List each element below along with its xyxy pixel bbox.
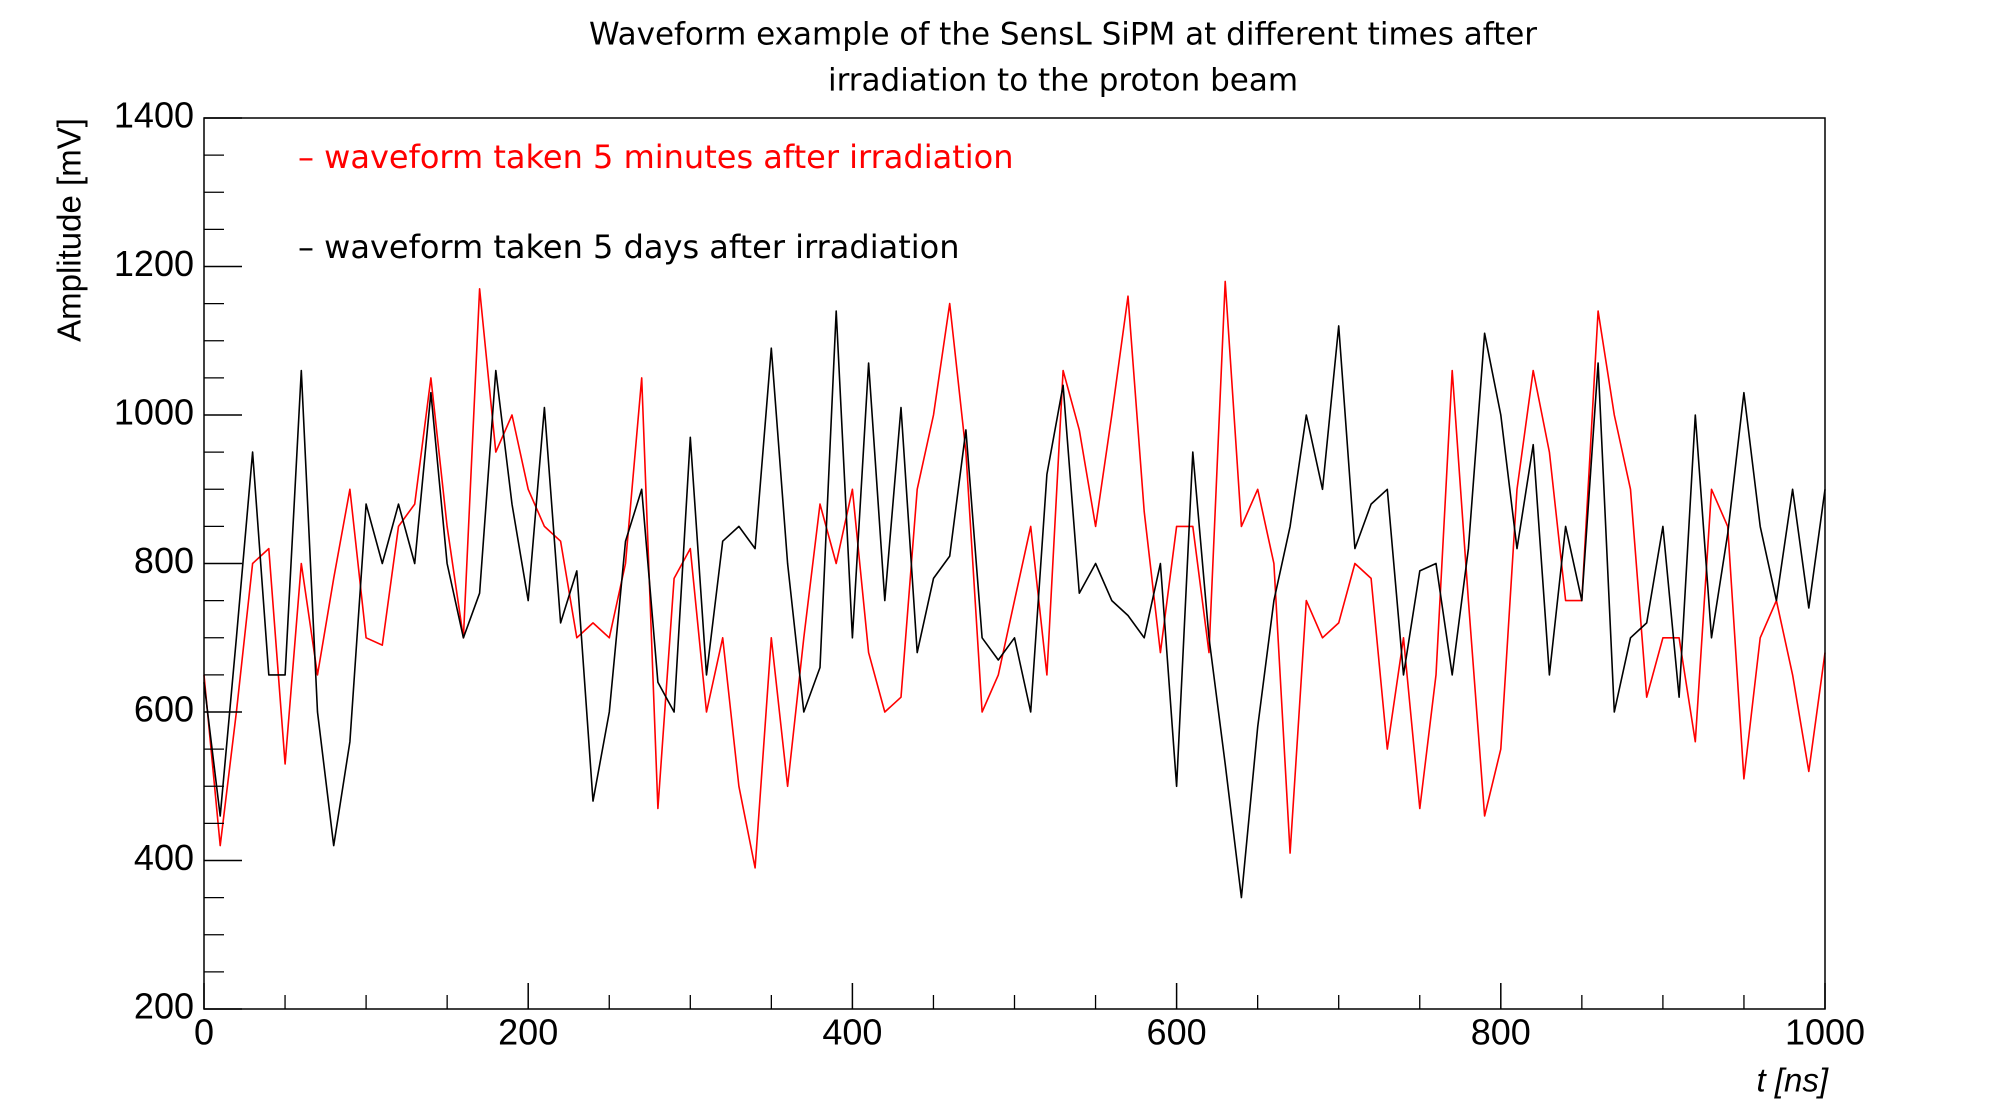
x-tick-label: 200 bbox=[498, 1012, 558, 1053]
y-tick-label: 1400 bbox=[114, 95, 194, 136]
chart-title: irradiation to the proton beam bbox=[828, 63, 1298, 99]
x-axis-label: t [ns] bbox=[1756, 1062, 1828, 1099]
x-tick-label: 1000 bbox=[1785, 1012, 1865, 1053]
x-tick-label: 800 bbox=[1471, 1012, 1531, 1053]
y-tick-label: 200 bbox=[134, 986, 194, 1027]
x-tick-label: 600 bbox=[1147, 1012, 1207, 1053]
series-line bbox=[203, 280, 1826, 869]
x-tick-label: 400 bbox=[822, 1012, 882, 1053]
y-tick-label: 1200 bbox=[114, 243, 194, 284]
series-line bbox=[203, 310, 1826, 899]
chart-title: Waveform example of the SensL SiPM at di… bbox=[589, 17, 1537, 53]
x-tick-label: 0 bbox=[194, 1012, 214, 1053]
y-tick-label: 1000 bbox=[114, 392, 194, 433]
legend-entry: – waveform taken 5 minutes after irradia… bbox=[298, 138, 1014, 176]
y-tick-label: 800 bbox=[134, 540, 194, 581]
legend-entry: – waveform taken 5 days after irradiatio… bbox=[298, 228, 960, 266]
y-axis-label: Amplitude [mV] bbox=[51, 118, 88, 342]
y-tick-label: 600 bbox=[134, 689, 194, 730]
y-tick-label: 400 bbox=[134, 837, 194, 878]
